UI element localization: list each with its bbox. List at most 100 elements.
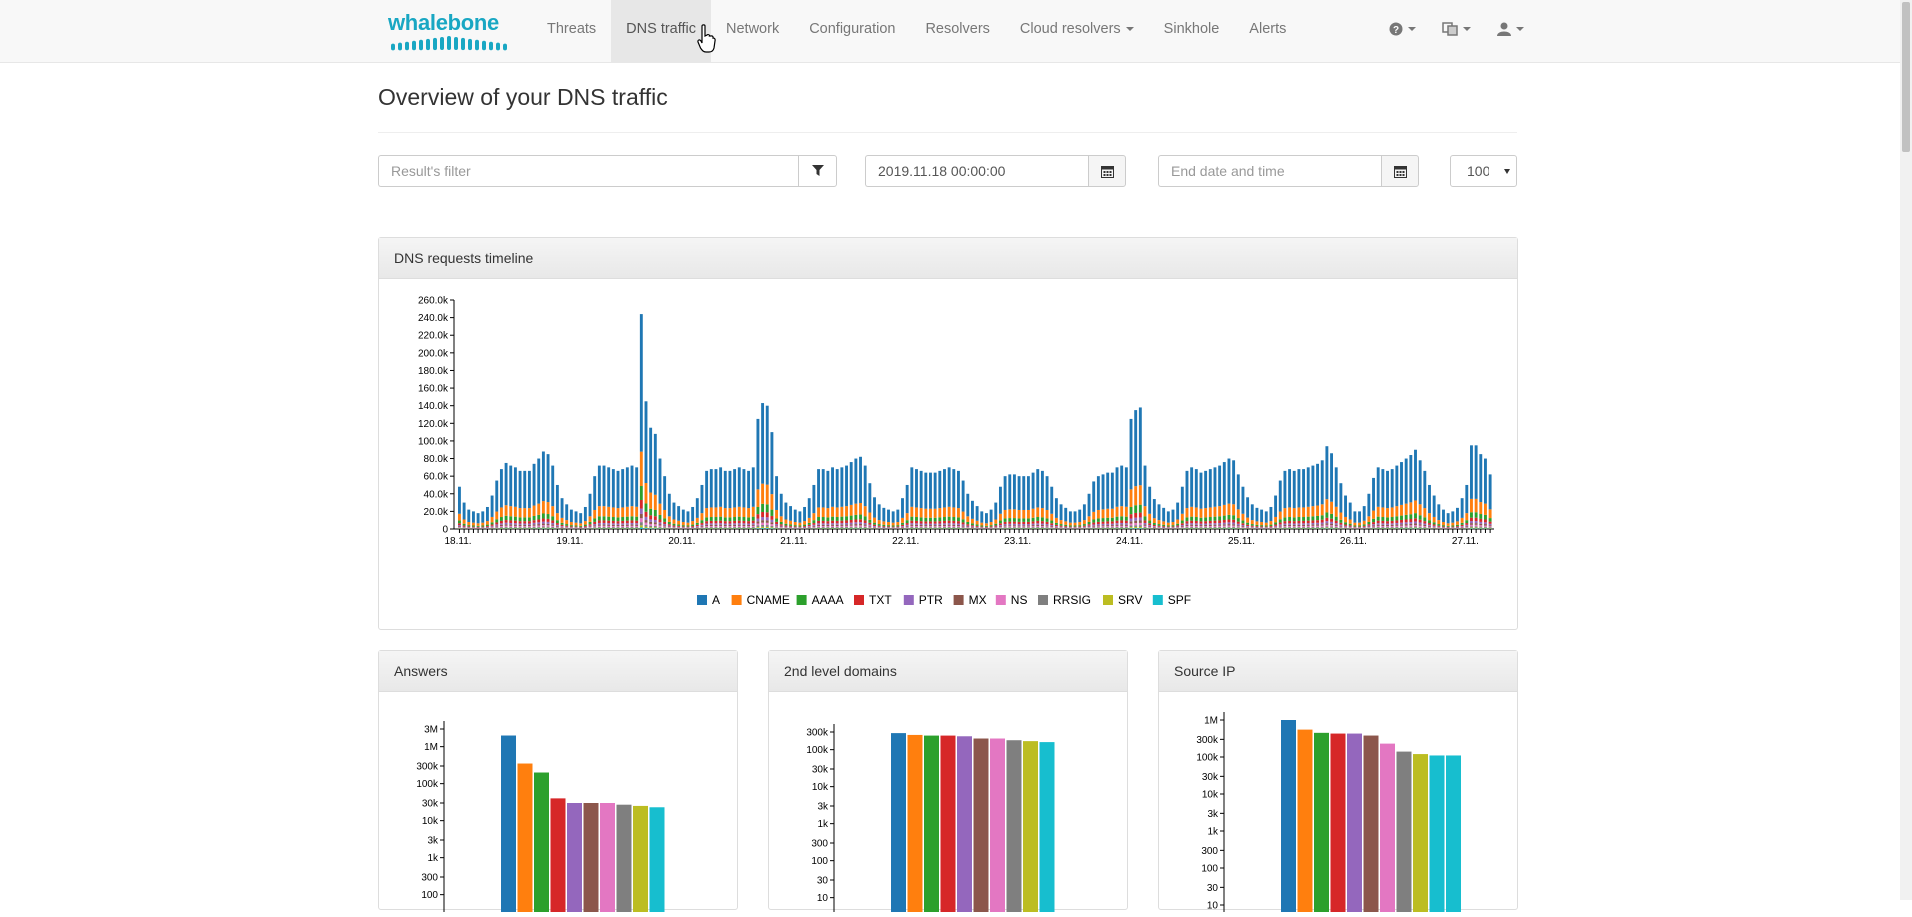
nav-resolvers[interactable]: Resolvers bbox=[910, 0, 1004, 62]
timeline-bar-NS bbox=[1297, 526, 1300, 527]
legend-item-aaaa[interactable]: AAAA bbox=[797, 593, 844, 607]
legend-swatch bbox=[904, 595, 914, 605]
timeline-bar-A bbox=[1293, 471, 1296, 508]
timeline-bar-RRSIG bbox=[864, 527, 867, 528]
timeline-bar-CNAME bbox=[906, 513, 909, 520]
timeline-bar-NS bbox=[1377, 526, 1380, 527]
timeline-bar-AAAA bbox=[1353, 525, 1356, 526]
timeline-bar-TXT bbox=[1209, 521, 1212, 523]
nav-alerts[interactable]: Alerts bbox=[1234, 0, 1301, 62]
start-date-input[interactable] bbox=[865, 155, 1088, 187]
timeline-bar-PTR bbox=[775, 524, 778, 525]
result-filter-input[interactable] bbox=[378, 155, 798, 187]
timeline-bar-PTR bbox=[1335, 523, 1338, 525]
timeline-bar-MX bbox=[1022, 525, 1025, 526]
legend-item-ptr[interactable]: PTR bbox=[904, 593, 943, 607]
timeline-bar-NS bbox=[626, 526, 629, 527]
end-date-input[interactable] bbox=[1158, 155, 1381, 187]
nav-network[interactable]: Network bbox=[711, 0, 794, 62]
timeline-bar-NS bbox=[715, 526, 718, 527]
timeline-bar-SRV bbox=[1190, 528, 1193, 529]
timeline-bar-TXT bbox=[1106, 521, 1109, 523]
legend-item-spf[interactable]: SPF bbox=[1153, 593, 1191, 607]
start-calendar-button[interactable] bbox=[1088, 155, 1126, 187]
timeline-bar-SRV bbox=[1335, 528, 1338, 529]
timeline-bar-CNAME bbox=[990, 522, 993, 525]
timeline-bar-A bbox=[1153, 499, 1156, 518]
timeline-bar-RRSIG bbox=[1489, 527, 1492, 528]
legend-label: TXT bbox=[869, 593, 892, 607]
timeline-bar-MX bbox=[1004, 525, 1007, 526]
timeline-bar-TXT bbox=[822, 521, 825, 523]
timeline-bar-PTR bbox=[994, 526, 997, 527]
timeline-bar-TXT bbox=[1451, 527, 1454, 528]
nav-cloud-resolvers[interactable]: Cloud resolvers bbox=[1005, 0, 1149, 62]
bar bbox=[1281, 720, 1296, 912]
timeline-bar-RRSIG bbox=[952, 527, 955, 528]
timeline-bar-CNAME bbox=[1111, 509, 1114, 518]
y-tick-label: 300 bbox=[811, 839, 828, 850]
timeline-bar-CNAME bbox=[579, 523, 582, 526]
end-calendar-button[interactable] bbox=[1381, 155, 1419, 187]
y-tick-label: 100k bbox=[806, 745, 829, 756]
timeline-bar-SRV bbox=[850, 528, 853, 529]
nav-sinkhole[interactable]: Sinkhole bbox=[1149, 0, 1235, 62]
timeline-bar-A bbox=[659, 459, 662, 504]
timeline-bar-A bbox=[626, 467, 629, 506]
nav-item-label: Threats bbox=[547, 21, 596, 37]
result-limit-select[interactable]: 100 bbox=[1450, 155, 1517, 187]
timeline-bar-RRSIG bbox=[1391, 527, 1394, 528]
x-tick-label: 26.11. bbox=[1340, 536, 1367, 547]
legend-item-rrsig[interactable]: RRSIG bbox=[1038, 593, 1091, 607]
timeline-bar-CNAME bbox=[1447, 523, 1450, 526]
page-scrollbar[interactable] bbox=[1900, 0, 1912, 900]
timeline-bar-NS bbox=[542, 525, 545, 526]
timeline-bar-TXT bbox=[1027, 522, 1030, 524]
help-menu[interactable]: ? bbox=[1376, 0, 1429, 62]
timeline-bar-RRSIG bbox=[533, 527, 536, 528]
timeline-bar-RRSIG bbox=[621, 527, 624, 528]
timeline-bar-A bbox=[929, 473, 932, 509]
timeline-bar-CNAME bbox=[612, 507, 615, 517]
timeline-bar-SRV bbox=[934, 528, 937, 529]
timeline-bar-TXT bbox=[589, 524, 592, 525]
timeline-bar-PTR bbox=[934, 524, 937, 525]
timeline-bar-PTR bbox=[1456, 527, 1459, 528]
timeline-bar-CNAME bbox=[1218, 506, 1221, 516]
legend-item-txt[interactable]: TXT bbox=[854, 593, 892, 607]
timeline-bar-SRV bbox=[654, 527, 657, 528]
filter-button[interactable] bbox=[798, 155, 837, 187]
legend-item-ns[interactable]: NS bbox=[996, 593, 1028, 607]
legend-item-srv[interactable]: SRV bbox=[1103, 593, 1142, 607]
timeline-bar-SRV bbox=[621, 528, 624, 529]
user-menu[interactable] bbox=[1484, 0, 1537, 62]
legend-item-a[interactable]: A bbox=[697, 593, 720, 607]
timeline-bar-CNAME bbox=[603, 506, 606, 516]
timeline-bar-NS bbox=[1241, 527, 1244, 528]
legend-item-mx[interactable]: MX bbox=[954, 593, 987, 607]
timeline-bar-CNAME bbox=[887, 522, 890, 525]
brand-logo[interactable]: whalebone bbox=[388, 10, 510, 56]
timeline-bar-RRSIG bbox=[1116, 527, 1119, 528]
timeline-bar-AAAA bbox=[1018, 518, 1021, 521]
timeline-bar-PTR bbox=[1092, 524, 1095, 525]
timeline-bar-PTR bbox=[733, 523, 736, 524]
timeline-bar-SRV bbox=[1046, 528, 1049, 529]
timeline-bar-A bbox=[551, 466, 554, 507]
timeline-bar-AAAA bbox=[547, 514, 550, 519]
timeline-bar-CNAME bbox=[761, 484, 764, 504]
timeline-bar-MX bbox=[458, 526, 461, 527]
timeline-bar-AAAA bbox=[1134, 505, 1137, 513]
scrollbar-thumb[interactable] bbox=[1902, 2, 1910, 152]
timeline-bar-MX bbox=[519, 525, 522, 526]
timeline-bar-PTR bbox=[1381, 523, 1384, 524]
timeline-bar-RRSIG bbox=[1302, 527, 1305, 528]
legend-item-cname[interactable]: CNAME bbox=[732, 593, 790, 607]
timeline-bar-CNAME bbox=[859, 503, 862, 515]
timeline-bar-SRV bbox=[523, 528, 526, 529]
nav-threats[interactable]: Threats bbox=[532, 0, 611, 62]
timeline-bar-A bbox=[696, 498, 699, 518]
timeline-bar-RRSIG bbox=[934, 527, 937, 528]
language-menu[interactable] bbox=[1429, 0, 1484, 62]
nav-configuration[interactable]: Configuration bbox=[794, 0, 910, 62]
